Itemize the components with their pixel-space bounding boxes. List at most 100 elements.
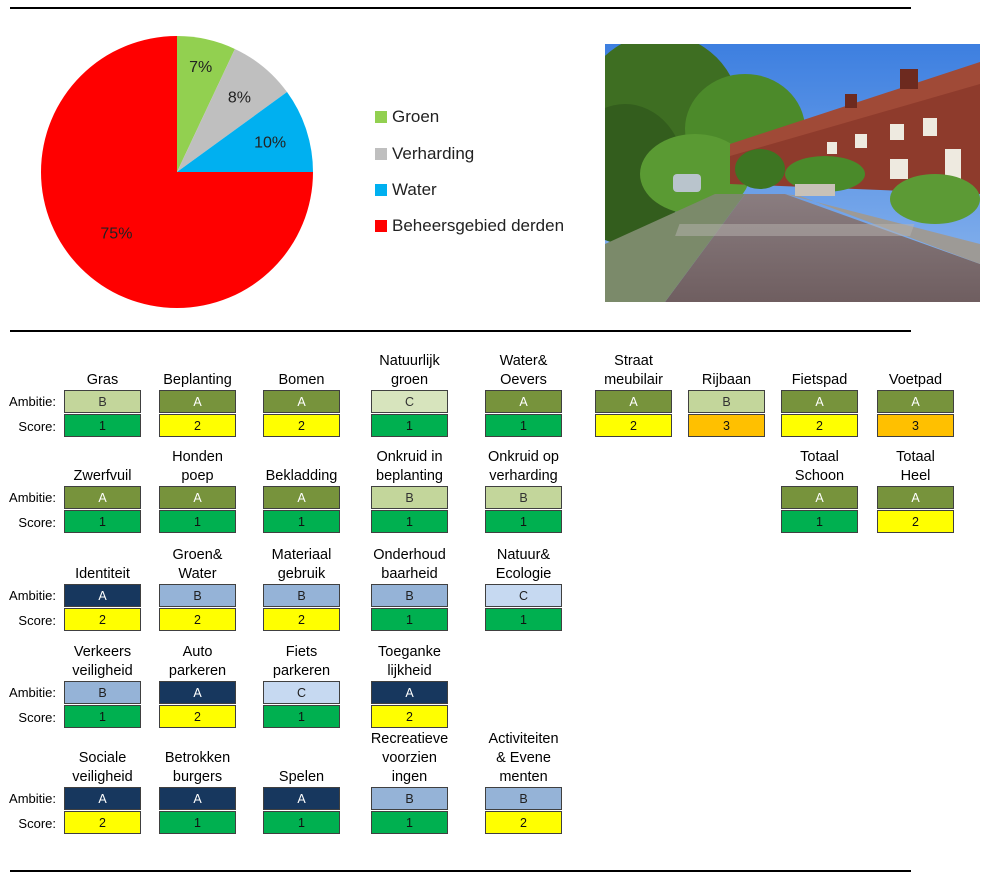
score-cell: 1 bbox=[371, 414, 448, 437]
cell-title: Rijbaan bbox=[668, 326, 785, 390]
ambitie-cell: B bbox=[371, 486, 448, 509]
cell-title-line: Gras bbox=[86, 372, 119, 388]
score-cell: 1 bbox=[263, 811, 340, 834]
ambitie-cell: B bbox=[371, 787, 448, 810]
cell-title-line: lijkheid bbox=[387, 663, 432, 679]
score-cell: 2 bbox=[64, 608, 141, 631]
cell-title-line: Activiteiten bbox=[488, 731, 559, 747]
ambitie-cell: B bbox=[64, 681, 141, 704]
pie-slice-groen bbox=[177, 36, 235, 172]
cell-title-line: Bekladding bbox=[265, 468, 338, 484]
cell-title-line: Recreatieve bbox=[370, 731, 449, 747]
cell-title: Identiteit bbox=[44, 520, 161, 584]
score-cell: 2 bbox=[263, 608, 340, 631]
pie-data-label: 7% bbox=[189, 59, 212, 76]
ambitie-cell: B bbox=[485, 787, 562, 810]
ambitie-cell: A bbox=[877, 390, 954, 413]
cell-title-line: voorzien bbox=[382, 750, 437, 766]
cell-title-line: Natuurlijk bbox=[379, 353, 440, 369]
cell-title: Onkruid op verharding bbox=[465, 422, 582, 486]
score-cell: 3 bbox=[688, 414, 765, 437]
cell-title-line: Rijbaan bbox=[701, 372, 752, 388]
score-cell: 1 bbox=[159, 510, 236, 533]
cell-title-line: Bomen bbox=[278, 372, 325, 388]
pie-slice-beheersgebied-derden bbox=[41, 36, 313, 308]
ambitie-cell: A bbox=[159, 787, 236, 810]
ambitie-cell: A bbox=[64, 486, 141, 509]
cell-title-line: Totaal bbox=[800, 449, 839, 465]
legend-item: Groen bbox=[375, 107, 439, 127]
cell-title-line: Heel bbox=[900, 468, 931, 484]
cell-title-line: Betrokken bbox=[164, 750, 231, 766]
score-cell: 1 bbox=[485, 510, 562, 533]
legend-item: Beheersgebied derden bbox=[375, 216, 564, 236]
cell-title-line: Honden bbox=[172, 449, 223, 465]
ambitie-cell: C bbox=[263, 681, 340, 704]
cell-title: Fietspad bbox=[761, 326, 878, 390]
ambitie-row-label: Ambitie: bbox=[9, 394, 56, 409]
ambitie-cell: B bbox=[371, 584, 448, 607]
pie-data-label: 8% bbox=[228, 90, 251, 107]
score-cell: 1 bbox=[64, 705, 141, 728]
score-cell: 1 bbox=[371, 608, 448, 631]
top-divider bbox=[10, 7, 911, 9]
legend-swatch bbox=[375, 148, 387, 160]
cell-title-line: Zwerfvuil bbox=[73, 468, 132, 484]
cell-title: Totaal Heel bbox=[857, 422, 974, 486]
cell-title: Sociale veiligheid bbox=[44, 723, 161, 787]
cell-title: Bomen bbox=[243, 326, 360, 390]
cell-title-line: Onkruid in bbox=[376, 449, 443, 465]
cell-title-line: Fiets bbox=[285, 644, 318, 660]
score-cell: 2 bbox=[263, 414, 340, 437]
cell-title-line: Voetpad bbox=[888, 372, 943, 388]
ambitie-cell: A bbox=[595, 390, 672, 413]
legend-label: Groen bbox=[392, 107, 440, 126]
cell-title: Onderhoud baarheid bbox=[351, 520, 468, 584]
score-cell: 2 bbox=[159, 705, 236, 728]
ambitie-cell: A bbox=[159, 390, 236, 413]
legend-label: Verharding bbox=[392, 144, 475, 163]
cell-title-line: veiligheid bbox=[72, 663, 133, 679]
cell-title-line: Onkruid op bbox=[488, 449, 559, 465]
cell-title-line: Spelen bbox=[278, 769, 325, 785]
score-cell: 1 bbox=[371, 811, 448, 834]
cell-title-line: Onderhoud bbox=[373, 547, 446, 563]
cell-title: Honden poep bbox=[139, 422, 256, 486]
cell-title: Auto parkeren bbox=[139, 617, 256, 681]
score-cell: 3 bbox=[877, 414, 954, 437]
cell-title-line: groen bbox=[390, 372, 429, 388]
cell-title-line: Fietspad bbox=[791, 372, 848, 388]
cell-title-line: Natuur& bbox=[496, 547, 551, 563]
cell-title-line: parkeren bbox=[272, 663, 331, 679]
pie-chart: 7% 8% 10% 75% bbox=[41, 36, 313, 308]
cell-title-line: veiligheid bbox=[72, 769, 133, 785]
cell-title: Voetpad bbox=[857, 326, 974, 390]
cell-title: Beplanting bbox=[139, 326, 256, 390]
ambitie-cell: B bbox=[688, 390, 765, 413]
cell-title: Zwerfvuil bbox=[44, 422, 161, 486]
score-row-label: Score: bbox=[18, 515, 56, 530]
score-cell: 2 bbox=[595, 414, 672, 437]
ambitie-cell: A bbox=[263, 390, 340, 413]
legend-label: Beheersgebied derden bbox=[392, 216, 565, 235]
ambitie-row-label: Ambitie: bbox=[9, 791, 56, 806]
cell-title: Toeganke lijkheid bbox=[351, 617, 468, 681]
cell-title-line: Water& bbox=[499, 353, 548, 369]
ambitie-row-label: Ambitie: bbox=[9, 490, 56, 505]
cell-title: Natuurlijk groen bbox=[351, 326, 468, 390]
score-cell: 1 bbox=[485, 608, 562, 631]
score-row-label: Score: bbox=[18, 419, 56, 434]
score-cell: 1 bbox=[263, 705, 340, 728]
cell-title-line: Beplanting bbox=[163, 372, 232, 388]
ambitie-cell: A bbox=[781, 486, 858, 509]
pie-data-label: 75% bbox=[100, 226, 132, 243]
legend-item: Verharding bbox=[375, 144, 474, 164]
score-cell: 1 bbox=[371, 510, 448, 533]
cell-title: Recreatieve voorzien ingen bbox=[351, 723, 468, 787]
ambitie-row-label: Ambitie: bbox=[9, 685, 56, 700]
ambitie-cell: B bbox=[64, 390, 141, 413]
cell-title-line: menten bbox=[499, 769, 548, 785]
cell-title-line: ingen bbox=[391, 769, 428, 785]
ambitie-cell: A bbox=[64, 787, 141, 810]
cell-title-line: Sociale bbox=[78, 750, 127, 766]
